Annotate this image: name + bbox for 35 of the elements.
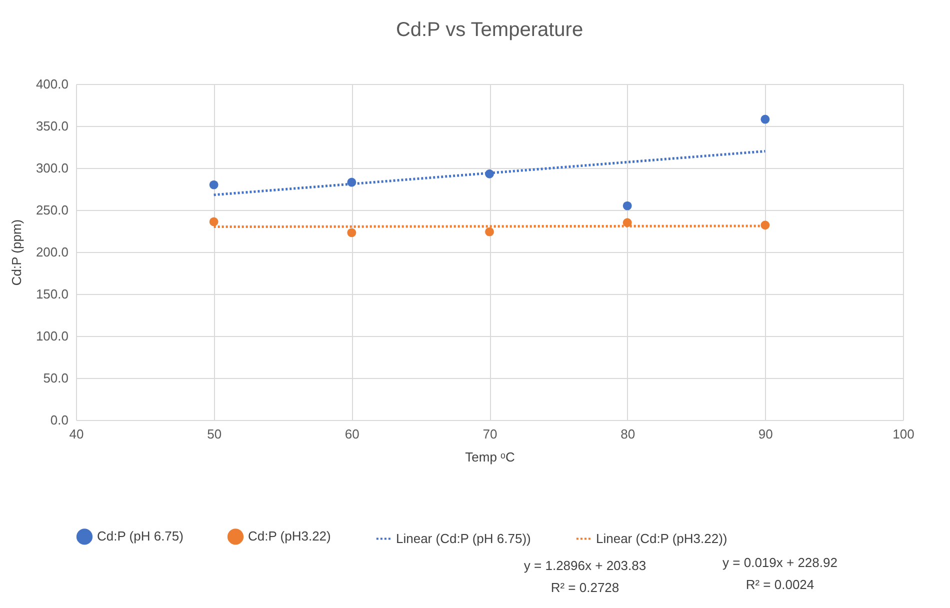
x-tick-label: 50 [207,426,222,442]
y-tick-label: 150.0 [36,286,68,302]
x-tick-label: 70 [482,426,498,442]
x-tick-label: 80 [620,426,636,442]
text: y = 0.019x + 228.92 [722,554,838,572]
y-tick-label: 400.0 [36,76,68,92]
point [347,228,356,238]
legend-label: Cd:P (pH 6.75) [97,528,184,544]
y-tick-label: 300.0 [36,160,68,176]
y-tick-label: 350.0 [36,118,68,134]
point [622,218,632,228]
point [622,201,632,210]
y-axis-title: Cd:P (ppm) [8,219,24,286]
y-tick-label: 250.0 [36,202,68,218]
x-tick-label: 100 [892,426,914,442]
point [209,180,218,190]
point [485,227,494,236]
text: R² = 0.2728 [550,579,620,597]
y-tick-label: 50.0 [43,370,68,386]
point [760,220,770,230]
text: R² = 0.0024 [746,576,814,594]
legend-label: Linear (Cd:P (pH 6.75)) [396,530,531,546]
text: y = 1.2896x + 203.83 [524,557,646,575]
legend-label: Linear (Cd:P (pH3.22)) [596,530,728,546]
x-tick-label: 60 [344,426,360,442]
chart-title: Cd:P vs Temperature [396,19,584,41]
x-tick-label: 40 [69,426,84,442]
legend-label: Cd:P (pH3.22) [248,528,331,544]
y-tick-label: 100.0 [36,328,68,344]
x-axis-title: Temp ᵒC [465,450,515,464]
y-tick-label: 200.0 [36,244,68,260]
point [760,114,770,124]
y-tick-label: 0.0 [50,412,68,428]
x-tick-label: 90 [758,426,773,442]
point [209,217,218,226]
